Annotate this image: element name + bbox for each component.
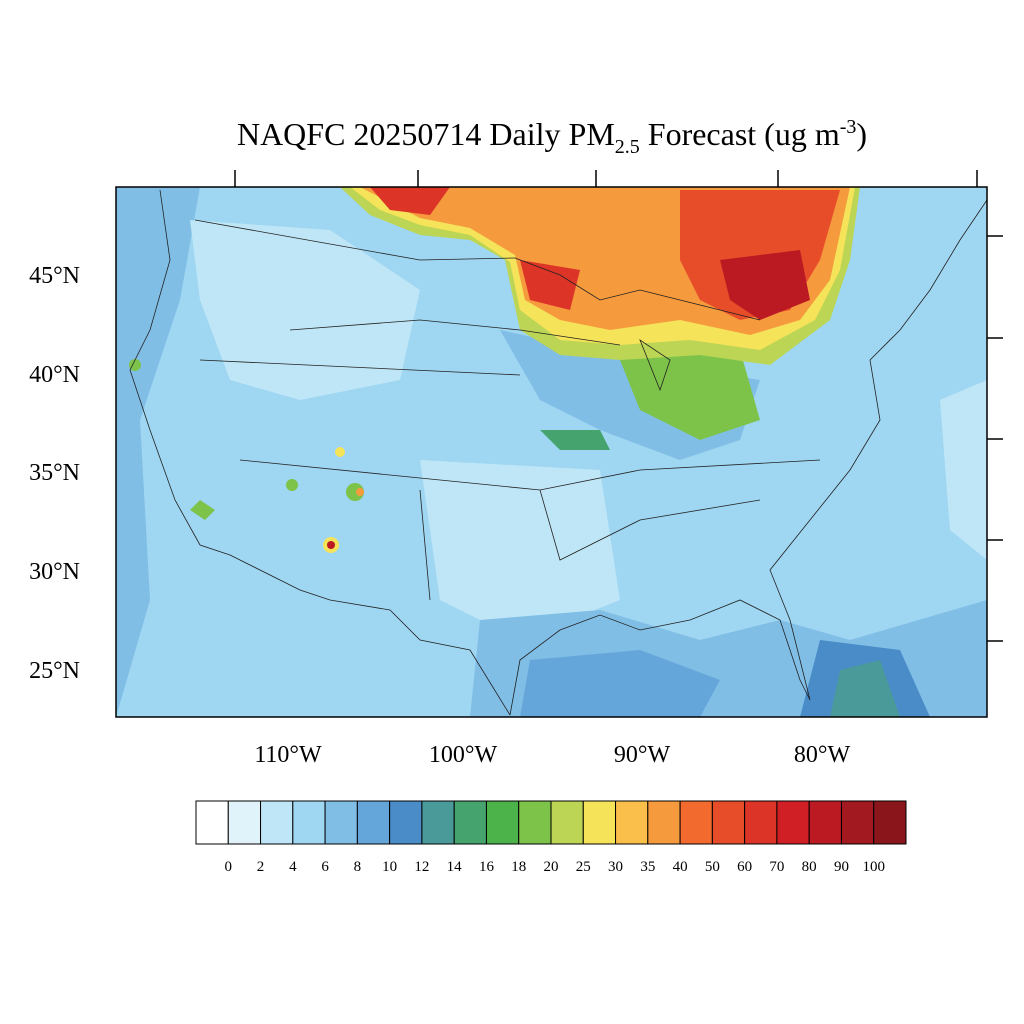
- colorbar-label: 6: [321, 859, 329, 875]
- colorbar-box: [356, 800, 391, 845]
- lat-label: 30°N: [29, 559, 80, 585]
- colorbar-label: 30: [608, 859, 623, 875]
- colorbar-label: 100: [862, 859, 885, 875]
- colorbar-label: 25: [576, 859, 591, 875]
- colorbar-box: [808, 800, 842, 845]
- colorbar-label: 90: [834, 859, 849, 875]
- lon-label: 90°W: [614, 742, 671, 768]
- colorbar-box: [389, 800, 423, 845]
- title-text: NAQFC 20250714 Daily PM: [237, 116, 615, 152]
- colorbar-box: [485, 800, 520, 845]
- colorbar-box: [195, 800, 229, 845]
- title: NAQFC 20250714 Daily PM2.5 Forecast (ug …: [237, 116, 867, 158]
- colorbar-box: [840, 800, 875, 845]
- lon-label: 80°W: [794, 742, 851, 768]
- colorbar-label: 4: [289, 859, 297, 875]
- colorbar-label: 70: [769, 859, 784, 875]
- colorbar-box: [873, 800, 907, 845]
- colorbar-box: [679, 800, 713, 845]
- colorbar-label: 40: [673, 859, 688, 875]
- colorbar-box: [292, 800, 326, 845]
- colorbar-label: 14: [447, 859, 463, 875]
- colorbar-label: 60: [737, 859, 752, 875]
- colorbar-box: [582, 800, 617, 845]
- colorbar-box: [453, 800, 487, 845]
- colorbar-box: [324, 800, 358, 845]
- colorbar-box: [647, 800, 681, 845]
- colorbar-label: 16: [479, 859, 495, 875]
- colorbar-label: 20: [544, 859, 559, 875]
- colorbar-label: 2: [257, 859, 265, 875]
- colorbar-box: [776, 800, 810, 845]
- colorbar-label: 12: [414, 859, 429, 875]
- lat-label: 45°N: [29, 263, 80, 289]
- colorbar-label: 80: [802, 859, 817, 875]
- colorbar-label: 35: [640, 859, 655, 875]
- title-superscript: -3: [840, 116, 857, 138]
- colorbar-box: [615, 800, 649, 845]
- map-field: [116, 187, 987, 717]
- lat-label: 40°N: [29, 362, 80, 388]
- colorbar-label: 0: [225, 859, 233, 875]
- colorbar-box: [260, 800, 294, 845]
- colorbar-box: [711, 800, 746, 845]
- lat-label: 25°N: [29, 658, 80, 684]
- title-text: ): [856, 116, 867, 152]
- lon-label: 100°W: [429, 742, 498, 768]
- colorbar-box: [744, 800, 778, 845]
- colorbar-box: [227, 800, 262, 845]
- lon-label: 110°W: [254, 742, 322, 768]
- map-ticks: [234, 170, 1003, 642]
- title-text: Forecast (ug m: [640, 116, 840, 152]
- colorbar-label: 8: [354, 859, 362, 875]
- lat-label: 35°N: [29, 460, 80, 486]
- colorbar-label: 50: [705, 859, 720, 875]
- colorbar-box: [550, 800, 584, 845]
- colorbar-label: 10: [382, 859, 397, 875]
- colorbar-label: 18: [511, 859, 526, 875]
- colorbar-box: [421, 800, 455, 845]
- colorbar-box: [518, 800, 552, 845]
- map-frame: [115, 186, 988, 718]
- title-subscript: 2.5: [615, 136, 640, 158]
